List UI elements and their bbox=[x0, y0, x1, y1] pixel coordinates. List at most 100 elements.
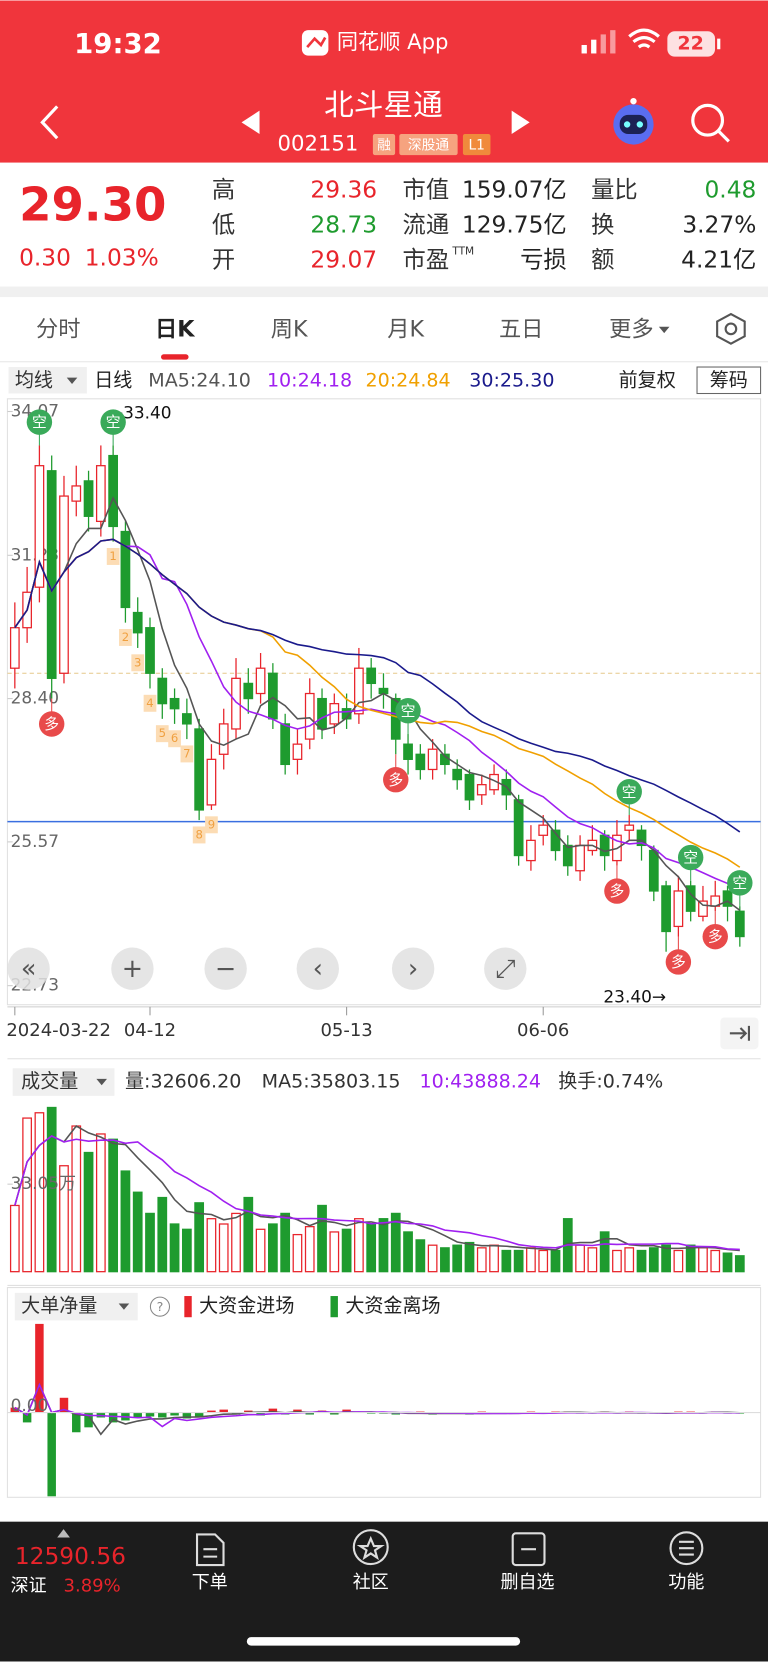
volume-bar bbox=[280, 1212, 291, 1273]
marker: 9 bbox=[208, 817, 215, 831]
x-tick-label: 2024-03-22 bbox=[6, 1020, 111, 1041]
tab[interactable]: 日K bbox=[155, 316, 195, 342]
volume-bar bbox=[722, 1252, 733, 1273]
tab[interactable]: 分时 bbox=[36, 316, 80, 342]
volume-bar bbox=[661, 1244, 671, 1273]
marker: 3 bbox=[134, 655, 141, 669]
candle-body bbox=[366, 667, 377, 685]
stat-value: 4.21亿 bbox=[681, 247, 756, 274]
signal: 空 bbox=[732, 875, 747, 892]
app-icon-glyph bbox=[306, 36, 327, 48]
ma-value: MA5:24.10 bbox=[148, 369, 251, 391]
signal: 空 bbox=[683, 850, 698, 867]
vol-info: 换手:0.74% bbox=[558, 1071, 663, 1093]
candle-body bbox=[145, 627, 155, 674]
volume-bar bbox=[120, 1170, 131, 1273]
stat-label: 额 bbox=[591, 247, 614, 274]
nav-item[interactable]: 删自选 bbox=[501, 1572, 555, 1593]
nav-icons bbox=[195, 1529, 704, 1567]
flow-bar bbox=[108, 1412, 118, 1423]
chips-button[interactable] bbox=[696, 366, 762, 395]
vol-selector-bg[interactable] bbox=[12, 1068, 115, 1096]
adjust[interactable]: 前复权 bbox=[619, 369, 676, 391]
tab[interactable]: 更多 bbox=[609, 316, 653, 342]
signal-icon bbox=[581, 30, 616, 54]
marker: 2 bbox=[122, 630, 129, 644]
volume-bar bbox=[181, 1228, 192, 1273]
chart-nav-glyph: ⤢ bbox=[495, 953, 515, 983]
stat-value: 0.48 bbox=[704, 177, 756, 204]
search-button[interactable] bbox=[691, 103, 730, 143]
marker: 6 bbox=[171, 731, 178, 745]
marker-bg bbox=[155, 725, 169, 743]
volume-bar bbox=[255, 1228, 266, 1273]
legend-item: 大资金进场 bbox=[199, 1295, 294, 1317]
help-icon[interactable] bbox=[149, 1296, 171, 1317]
volume-bar bbox=[710, 1249, 721, 1273]
flow-bar bbox=[268, 1408, 278, 1413]
tag: L1 bbox=[468, 138, 484, 154]
volume-bar bbox=[366, 1223, 377, 1273]
nav-item[interactable]: 功能 bbox=[668, 1572, 704, 1593]
chart-nav-button[interactable] bbox=[484, 947, 527, 990]
flow-bar bbox=[207, 1410, 216, 1413]
prev-stock[interactable] bbox=[241, 110, 260, 134]
expand-caret[interactable] bbox=[57, 1529, 70, 1538]
signal-bg bbox=[665, 949, 692, 975]
candle-body bbox=[354, 667, 364, 715]
chart-nav-glyph: + bbox=[122, 953, 143, 983]
flow-bar bbox=[158, 1412, 167, 1418]
candle-body bbox=[575, 844, 585, 872]
back-button[interactable] bbox=[40, 105, 59, 140]
candle-body bbox=[599, 834, 610, 857]
volume-bar bbox=[329, 1231, 340, 1273]
chart-nav-button[interactable] bbox=[391, 947, 435, 990]
stat-value: 亏损 bbox=[520, 247, 567, 274]
volume-bar bbox=[22, 1117, 32, 1273]
volume-bar bbox=[218, 1223, 229, 1273]
marker-bg bbox=[143, 694, 157, 712]
volume-bar bbox=[46, 1106, 57, 1273]
candle-body bbox=[255, 667, 266, 695]
nav-item[interactable]: 下单 bbox=[192, 1572, 228, 1593]
chart-nav-button[interactable] bbox=[111, 947, 154, 990]
next-stock[interactable] bbox=[511, 110, 530, 134]
robot-button[interactable] bbox=[613, 97, 654, 145]
candle-body bbox=[132, 611, 143, 634]
candle-body bbox=[280, 723, 291, 766]
chart-nav-button[interactable] bbox=[296, 947, 339, 990]
chart-nav-button[interactable] bbox=[204, 947, 247, 990]
tab[interactable]: 五日 bbox=[499, 316, 543, 342]
signal: 多 bbox=[44, 716, 59, 733]
more-caret bbox=[658, 326, 670, 334]
volume-bar bbox=[34, 1112, 45, 1273]
settings-button[interactable] bbox=[716, 312, 746, 345]
chart-nav-glyph: › bbox=[408, 953, 418, 983]
signal-bg bbox=[395, 698, 421, 724]
legend-swatch bbox=[184, 1296, 192, 1318]
volume-bar bbox=[415, 1239, 426, 1273]
flow-selector-bg[interactable] bbox=[14, 1292, 138, 1321]
vol-title: 成交量 bbox=[21, 1071, 78, 1093]
app-icon bbox=[301, 30, 329, 56]
chart-nav-button[interactable] bbox=[7, 947, 50, 990]
jump-glyph bbox=[729, 1025, 750, 1041]
candle-body bbox=[317, 697, 327, 730]
stat-value: 159.07亿 bbox=[462, 177, 567, 204]
marker-bg bbox=[192, 826, 206, 844]
vol-info: 量:32606.20 bbox=[125, 1071, 241, 1093]
volume-bar bbox=[341, 1228, 352, 1273]
nav-item[interactable]: 社区 bbox=[353, 1572, 389, 1593]
tab[interactable]: 周K bbox=[271, 316, 309, 342]
flow-title: 大单净量 bbox=[21, 1295, 97, 1317]
flow-bar bbox=[59, 1397, 69, 1413]
candle-body bbox=[464, 773, 475, 801]
tab[interactable]: 月K bbox=[387, 316, 425, 342]
stat-label: 换 bbox=[591, 212, 614, 239]
marker-bg bbox=[119, 628, 132, 646]
flow-frame bbox=[6, 1287, 762, 1498]
chart-frame bbox=[6, 398, 762, 1006]
volume-bar bbox=[452, 1244, 463, 1273]
volume-bar bbox=[636, 1249, 647, 1273]
volume-bar bbox=[734, 1255, 745, 1273]
